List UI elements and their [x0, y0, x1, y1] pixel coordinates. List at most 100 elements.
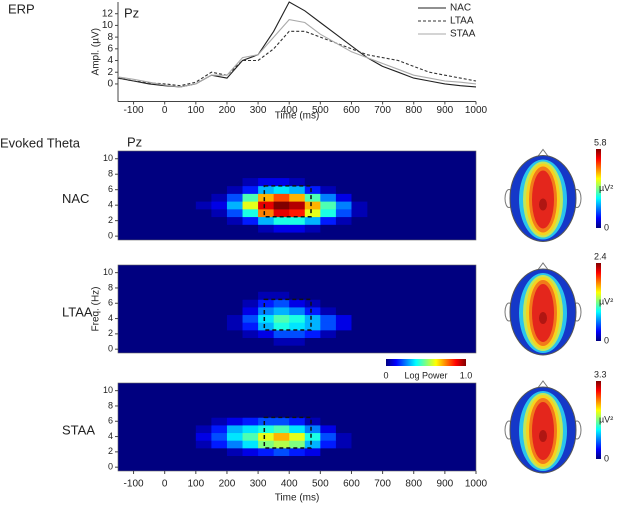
x-tick-label: 700	[374, 479, 391, 490]
x-tick-label: 800	[405, 105, 422, 116]
heatmap-cell	[351, 291, 368, 300]
heatmap-cell	[211, 299, 228, 308]
condition-label: NAC	[62, 191, 89, 206]
heatmap-cell	[211, 224, 228, 233]
heatmap-cell	[226, 185, 243, 194]
heatmap-cell	[242, 299, 259, 308]
heatmap-cell	[195, 440, 212, 449]
heatmap-cell	[242, 291, 259, 300]
topomap-colorbar	[596, 381, 601, 459]
heatmap-cell	[351, 193, 368, 202]
legend-label: STAA	[450, 29, 476, 40]
x-tick-label: 400	[281, 479, 298, 490]
heatmap-cell	[242, 409, 259, 418]
heatmap-cell	[195, 417, 212, 426]
heatmap-cell	[289, 307, 306, 316]
heatmap-cell	[351, 425, 368, 434]
heatmap-cell	[195, 322, 212, 331]
x-tick-label: 1000	[465, 105, 488, 116]
y-tick-label: 10	[103, 385, 113, 395]
heatmap-cell	[304, 193, 321, 202]
heatmap-cell	[304, 425, 321, 434]
heatmap-cell	[335, 432, 352, 441]
heatmap-cell	[226, 216, 243, 225]
heatmap-cell	[226, 409, 243, 418]
heatmap-cell	[304, 448, 321, 456]
y-tick-label: 10	[103, 153, 113, 163]
heatmap-cell	[351, 224, 368, 233]
heatmap-cell	[289, 209, 306, 218]
heatmap-cell	[320, 337, 337, 346]
x-tick-label: 900	[437, 479, 454, 490]
heatmap-cell	[320, 417, 337, 426]
heatmap-cell	[226, 440, 243, 449]
heatmap-cell	[242, 314, 259, 323]
heatmap-cell	[320, 425, 337, 434]
heatmap-cell	[320, 448, 337, 456]
heatmap-cell	[320, 455, 337, 464]
heatmap-cell	[226, 178, 243, 187]
topomap	[504, 262, 582, 356]
topomap	[504, 148, 582, 242]
heatmap-cell	[226, 337, 243, 346]
heatmap-cell	[335, 216, 352, 225]
heatmap-cell	[211, 455, 228, 464]
heatmap-cell	[335, 440, 352, 449]
heatmap-cell	[258, 291, 274, 300]
heatmap-cell	[320, 216, 337, 225]
heatmap-cell	[320, 409, 337, 418]
heatmap-cell	[335, 299, 352, 308]
heatmap-cell	[195, 193, 212, 202]
y-tick-label: 12	[102, 8, 114, 19]
heatmap-cell	[320, 330, 337, 338]
x-tick-label: 900	[437, 105, 454, 116]
heatmap-cell	[258, 440, 274, 449]
heatmap-cell	[335, 448, 352, 456]
heatmap-cell	[335, 409, 352, 418]
x-tick-label: 600	[343, 479, 360, 490]
erp-line	[117, 19, 477, 88]
heatmap-cell	[195, 425, 212, 434]
y-tick-label: 10	[102, 20, 114, 31]
heatmap-cell	[226, 224, 243, 233]
scalp-peak	[539, 312, 547, 324]
x-tick-label: 200	[219, 105, 236, 116]
heatmap-cell	[335, 322, 352, 331]
heatmap-cell	[258, 337, 274, 346]
heatmap-cell	[242, 455, 259, 464]
x-tick-label: 400	[281, 105, 298, 116]
heatmap-cell	[242, 322, 259, 331]
heatmap-cell	[211, 209, 228, 218]
heatmap-cell	[351, 185, 368, 194]
heatmap-cell	[289, 178, 306, 187]
heatmap-cell	[211, 337, 228, 346]
y-axis-label: Freq. (Hz)	[91, 287, 102, 332]
heatmap-cell	[351, 322, 368, 331]
heatmap-cell	[304, 185, 321, 194]
y-tick-label: 0	[108, 462, 113, 472]
heatmap-cell	[335, 224, 352, 233]
heatmap-cell	[304, 201, 321, 210]
heatmap-cell	[320, 201, 337, 210]
heatmap-cell	[289, 322, 306, 331]
heatmap-cell	[304, 330, 321, 338]
heatmap-cell	[273, 455, 290, 464]
heatmap-cell	[351, 448, 368, 456]
heatmap-cell	[289, 314, 306, 323]
heatmap-cell	[351, 440, 368, 449]
heatmap-cell	[273, 314, 290, 323]
colorbar-tick-label: 0	[604, 335, 609, 345]
heatmap-cell	[351, 455, 368, 464]
heatmap-cell	[273, 193, 290, 202]
heatmap-cell	[289, 224, 306, 233]
heatmap-cell	[273, 330, 290, 338]
x-tick-label: 500	[312, 479, 329, 490]
heatmap-cell	[289, 291, 306, 300]
analysis-window	[263, 416, 312, 449]
heatmap-cell	[273, 409, 290, 418]
heatmap-cell	[335, 291, 352, 300]
x-tick-label: 200	[219, 479, 236, 490]
scalp-peak	[539, 430, 547, 442]
heatmap-cell	[195, 291, 212, 300]
heatmap-cell	[351, 216, 368, 225]
